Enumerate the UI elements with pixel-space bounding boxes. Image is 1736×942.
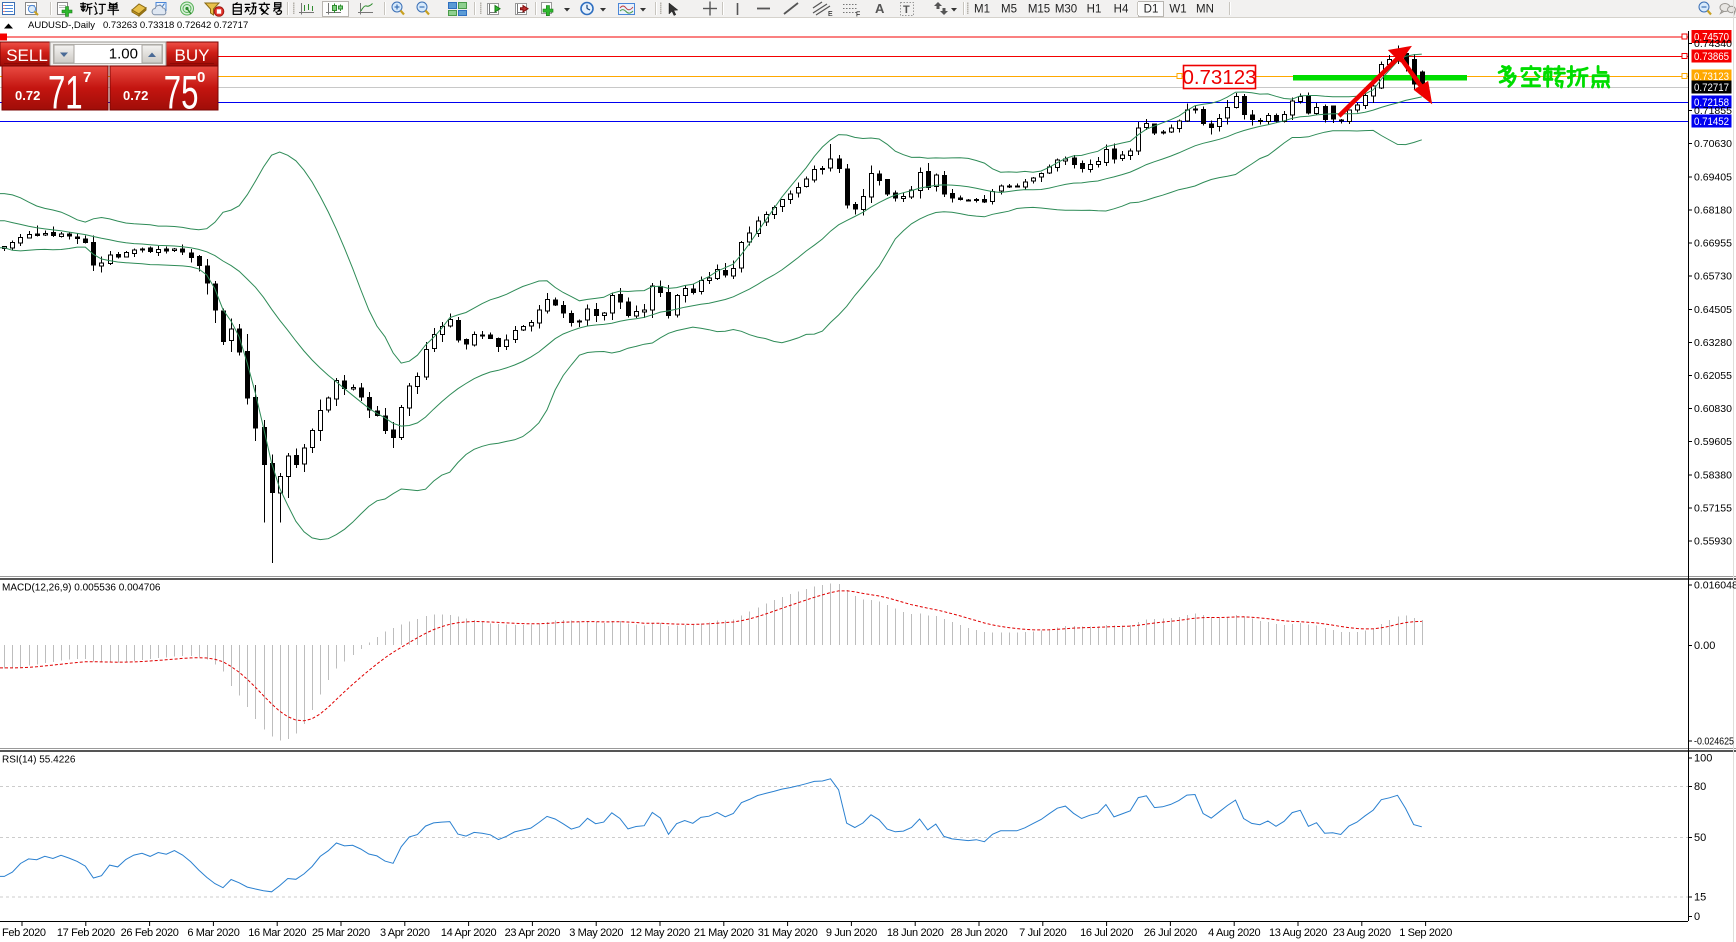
svg-text:17 Feb 2020: 17 Feb 2020 (57, 927, 115, 939)
svg-text:0: 0 (1694, 911, 1700, 923)
svg-text:0.73865: 0.73865 (1694, 51, 1729, 63)
svg-text:RSI(14) 55.4226: RSI(14) 55.4226 (2, 755, 76, 766)
svg-text:50: 50 (1694, 832, 1706, 844)
svg-text:0.73123: 0.73123 (1182, 66, 1256, 89)
svg-text:16 Mar 2020: 16 Mar 2020 (248, 927, 306, 939)
svg-text:14 Apr 2020: 14 Apr 2020 (441, 927, 497, 939)
svg-text:0.57155: 0.57155 (1694, 502, 1732, 514)
svg-text:0.68180: 0.68180 (1694, 204, 1732, 216)
svg-text:0.59605: 0.59605 (1694, 436, 1732, 448)
svg-text:SELL: SELL (6, 46, 48, 65)
svg-text:75: 75 (164, 67, 199, 119)
svg-text:23 Aug 2020: 23 Aug 2020 (1333, 927, 1391, 939)
svg-text:21 May 2020: 21 May 2020 (694, 927, 754, 939)
svg-text:F: F (856, 12, 860, 19)
svg-text:0.72717: 0.72717 (1694, 82, 1729, 94)
svg-text:0.66955: 0.66955 (1694, 238, 1732, 250)
svg-text:0.74570: 0.74570 (1694, 32, 1729, 44)
svg-text:0.016048: 0.016048 (1694, 580, 1736, 592)
svg-text:0.00: 0.00 (1694, 640, 1715, 652)
svg-text:3 May 2020: 3 May 2020 (569, 927, 623, 939)
svg-text:28 Jun 2020: 28 Jun 2020 (951, 927, 1008, 939)
svg-text:4 Aug 2020: 4 Aug 2020 (1208, 927, 1260, 939)
svg-text:31 May 2020: 31 May 2020 (758, 927, 818, 939)
svg-text:6 Mar 2020: 6 Mar 2020 (187, 927, 239, 939)
svg-text:Feb 2020: Feb 2020 (2, 927, 46, 939)
svg-text:A: A (875, 1, 885, 16)
svg-text:26 Jul 2020: 26 Jul 2020 (1144, 927, 1197, 939)
svg-text:13 Aug 2020: 13 Aug 2020 (1269, 927, 1327, 939)
svg-text:H1: H1 (1087, 4, 1102, 16)
svg-text:0.72: 0.72 (15, 88, 40, 103)
svg-text:0.72158: 0.72158 (1694, 97, 1729, 109)
svg-text:0.55930: 0.55930 (1694, 536, 1732, 548)
svg-text:0: 0 (197, 69, 205, 86)
svg-text:71: 71 (48, 67, 83, 119)
svg-text:M1: M1 (974, 4, 990, 16)
svg-text:23 Apr 2020: 23 Apr 2020 (505, 927, 561, 939)
svg-text:-0.024625: -0.024625 (1694, 737, 1734, 748)
svg-text:18 Jun 2020: 18 Jun 2020 (887, 927, 944, 939)
svg-text:0.64505: 0.64505 (1694, 304, 1732, 316)
svg-text:0.60830: 0.60830 (1694, 403, 1732, 415)
svg-text:0.63280: 0.63280 (1694, 337, 1732, 349)
svg-text:25 Mar 2020: 25 Mar 2020 (312, 927, 370, 939)
svg-text:T: T (903, 4, 910, 16)
svg-text:E: E (828, 11, 833, 18)
svg-text:0.72: 0.72 (123, 88, 148, 103)
svg-text:7 Jul 2020: 7 Jul 2020 (1019, 927, 1066, 939)
svg-text:H4: H4 (1114, 4, 1129, 16)
svg-text:0.73123: 0.73123 (1694, 71, 1729, 83)
svg-text:0.62055: 0.62055 (1694, 370, 1732, 382)
svg-text:0.74340: 0.74340 (1694, 38, 1732, 50)
svg-text:0.71452: 0.71452 (1694, 116, 1729, 128)
svg-text:1 Sep 2020: 1 Sep 2020 (1399, 927, 1452, 939)
svg-text:BUY: BUY (175, 46, 210, 65)
svg-text:7: 7 (83, 69, 91, 86)
svg-text:12 May 2020: 12 May 2020 (630, 927, 690, 939)
svg-text:D1: D1 (1144, 4, 1159, 16)
svg-text:9 Jun 2020: 9 Jun 2020 (826, 927, 877, 939)
svg-text:16 Jul 2020: 16 Jul 2020 (1080, 927, 1133, 939)
svg-text:0.70630: 0.70630 (1694, 138, 1732, 150)
svg-text:26 Feb 2020: 26 Feb 2020 (121, 927, 179, 939)
svg-text:0.69405: 0.69405 (1694, 171, 1732, 183)
svg-text:MACD(12,26,9) 0.005536 0.00470: MACD(12,26,9) 0.005536 0.004706 (2, 583, 161, 594)
svg-text:0.58380: 0.58380 (1694, 469, 1732, 481)
svg-text:3 Apr 2020: 3 Apr 2020 (380, 927, 430, 939)
svg-text:100: 100 (1694, 753, 1712, 765)
svg-text:15: 15 (1694, 892, 1706, 904)
svg-text:W1: W1 (1169, 4, 1186, 16)
svg-text:0.65730: 0.65730 (1694, 271, 1732, 283)
svg-text:AUDUSD-,Daily 0.73263 0.7331: AUDUSD-,Daily 0.73263 0.73318 0.72642 0.… (28, 20, 248, 31)
svg-text:1.00: 1.00 (109, 46, 138, 63)
svg-text:0.71855: 0.71855 (1694, 105, 1732, 117)
svg-text:M15: M15 (1028, 4, 1050, 16)
svg-text:80: 80 (1694, 781, 1706, 793)
svg-text:MN: MN (1196, 4, 1214, 16)
svg-text:M5: M5 (1001, 4, 1017, 16)
svg-text:M30: M30 (1055, 4, 1077, 16)
